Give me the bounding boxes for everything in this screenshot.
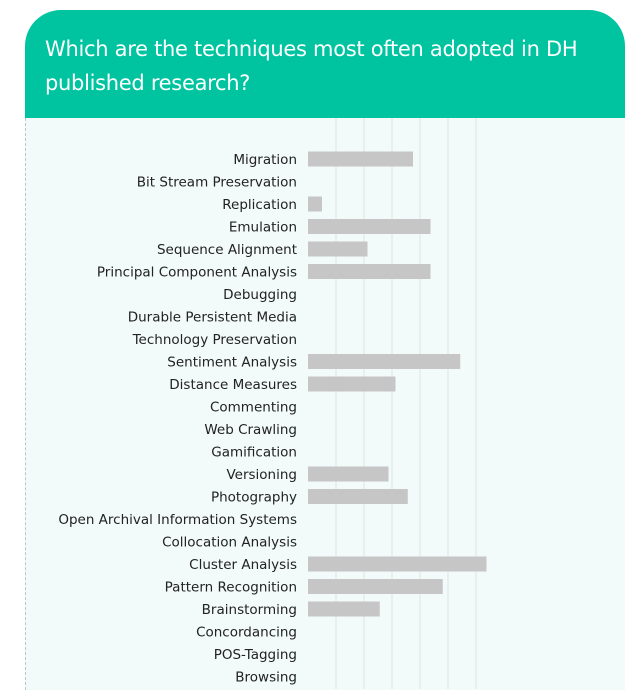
category-label: Web Crawling (204, 422, 297, 438)
bar[interactable] (308, 376, 396, 392)
category-label: Browsing (235, 670, 297, 686)
chart-header: Which are the techniques most often adop… (25, 10, 625, 118)
category-label: Replication (222, 197, 297, 213)
category-label: POS-Tagging (214, 647, 297, 663)
category-label: Principal Component Analysis (97, 265, 297, 281)
category-label: Photography (211, 490, 297, 506)
bar[interactable] (308, 556, 487, 572)
category-label: Distance Measures (169, 377, 297, 393)
chart-title: Which are the techniques most often adop… (45, 37, 578, 95)
category-label: Sequence Alignment (157, 242, 297, 258)
category-label: Open Archival Information Systems (58, 512, 297, 528)
bar[interactable] (308, 241, 368, 257)
chart-panel: Migration Bit Stream Preservation Replicat… (25, 118, 625, 690)
category-label: Pattern Recognition (165, 580, 297, 596)
bar[interactable] (308, 219, 431, 234)
category-label: Gamification (211, 445, 297, 461)
bar[interactable] (308, 354, 461, 369)
category-label: Debugging (223, 287, 297, 303)
bar-chart: Migration Bit Stream Preservation Replicat… (58, 118, 487, 689)
category-label: Bit Stream Preservation (137, 175, 297, 191)
category-label: Technology Preservation (132, 332, 297, 348)
category-label: Sentiment Analysis (167, 355, 297, 371)
category-label: Cluster Analysis (189, 557, 297, 573)
bar[interactable] (308, 151, 413, 167)
category-label: Migration (233, 152, 297, 168)
category-label: Versioning (226, 467, 297, 483)
bar[interactable] (308, 466, 389, 482)
bar[interactable] (308, 601, 380, 617)
category-label: Concordancing (196, 625, 297, 641)
bar[interactable] (308, 264, 431, 279)
category-label: Brainstorming (202, 602, 297, 618)
category-label: Collocation Analysis (162, 535, 297, 551)
category-label: Emulation (229, 220, 297, 236)
bar[interactable] (308, 579, 443, 594)
bar[interactable] (308, 489, 408, 504)
chart-card: Which are the techniques most often adop… (25, 10, 625, 690)
category-label: Commenting (210, 400, 297, 416)
category-label: Durable Persistent Media (128, 310, 297, 326)
bar[interactable] (308, 196, 322, 212)
